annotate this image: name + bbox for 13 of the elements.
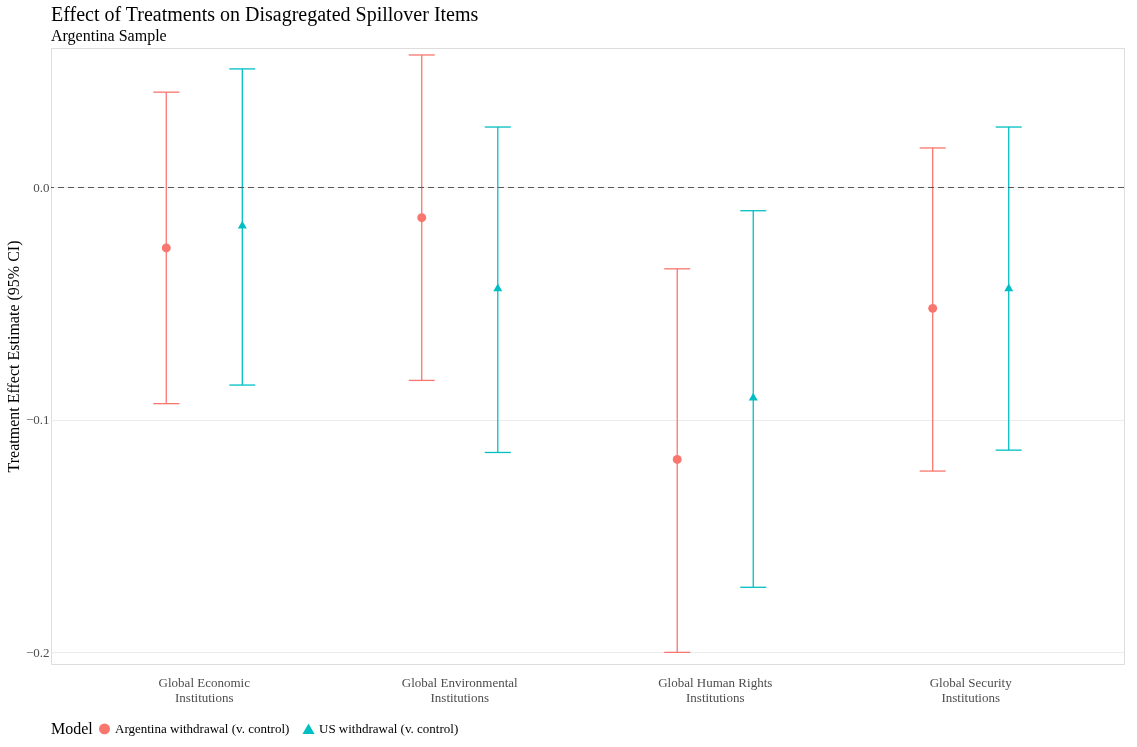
y-axis-title: Treatment Effect Estimate (95% CI) — [4, 240, 23, 473]
legend-label: US withdrawal (v. control) — [319, 721, 459, 737]
chart-subtitle: Argentina Sample — [51, 27, 167, 45]
x-tick-label: Global Economic Institutions — [158, 674, 251, 705]
chart-title: Effect of Treatments on Disagregated Spillover Items — [51, 3, 479, 26]
legend-title: Model — [51, 720, 94, 737]
x-tick-label: Global Human Rights Institutions — [658, 674, 773, 705]
y-tick-label: −0.2 — [25, 644, 50, 660]
x-tick-label: Global Environmental Institutions — [401, 674, 519, 705]
legend-label: Argentina withdrawal (v. control) — [115, 720, 290, 736]
x-tick-label: Global Security Institutions — [929, 674, 1013, 705]
y-tick-label: −0.1 — [25, 412, 50, 428]
y-tick-label: 0.0 — [33, 179, 50, 195]
